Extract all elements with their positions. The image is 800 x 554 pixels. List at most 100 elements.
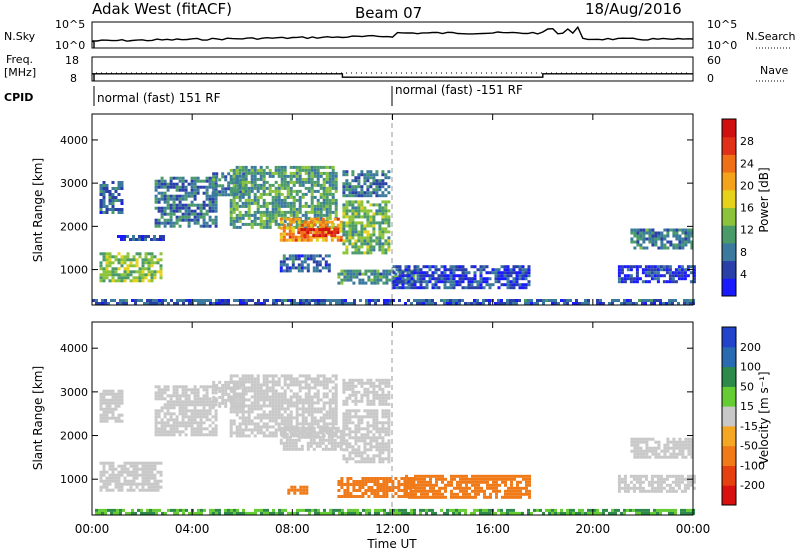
- data-cell: [387, 230, 391, 234]
- data-cell: [387, 215, 391, 219]
- data-cell: [172, 176, 176, 180]
- data-cell: [160, 185, 164, 189]
- data-cell: [291, 426, 295, 430]
- data-cell: [288, 223, 292, 227]
- data-cell: [294, 444, 298, 448]
- data-cell: [202, 221, 206, 225]
- data-cell: [467, 277, 471, 281]
- data-cell: [344, 299, 347, 302]
- data-cell: [378, 457, 382, 461]
- data-cell: [229, 207, 233, 211]
- data-cell: [172, 194, 176, 198]
- data-cell: [229, 168, 233, 172]
- data-cell: [366, 170, 370, 174]
- colorbar-swatch: [722, 189, 736, 208]
- data-cell: [120, 187, 124, 190]
- data-cell: [369, 248, 373, 252]
- data-cell: [328, 177, 332, 181]
- data-cell: [215, 508, 218, 512]
- data-cell: [111, 479, 115, 483]
- data-cell: [265, 413, 269, 417]
- data-cell: [295, 171, 299, 175]
- data-cell: [521, 277, 525, 281]
- noise-right-label: N.Search: [746, 30, 796, 43]
- data-cell: [648, 437, 652, 441]
- data-cell: [265, 404, 269, 408]
- data-cell: [254, 302, 257, 305]
- data-cell: [322, 413, 326, 417]
- data-cell: [635, 274, 639, 278]
- data-cell: [321, 441, 325, 445]
- data-cell: [184, 179, 188, 183]
- data-cell: [428, 302, 431, 305]
- data-cell: [434, 277, 438, 281]
- data-cell: [102, 398, 106, 402]
- data-cell: [381, 381, 385, 385]
- data-cell: [330, 235, 334, 239]
- data-cell: [280, 392, 284, 396]
- data-cell: [494, 274, 498, 278]
- data-cell: [675, 243, 679, 247]
- data-cell: [687, 234, 691, 238]
- data-cell: [666, 246, 670, 250]
- data-cell: [440, 299, 443, 302]
- data-cell: [169, 194, 173, 198]
- data-cell: [376, 275, 380, 279]
- data-cell: [648, 240, 652, 244]
- data-cell: [147, 470, 151, 474]
- data-cell: [211, 209, 215, 213]
- data-cell: [157, 385, 161, 389]
- data-cell: [375, 194, 379, 198]
- data-cell: [357, 436, 361, 440]
- data-cell: [221, 190, 225, 194]
- data-cell: [256, 171, 260, 175]
- data-cell: [345, 402, 349, 406]
- data-cell: [167, 302, 170, 305]
- data-cell: [476, 286, 480, 290]
- data-cell: [645, 228, 649, 232]
- data-cell: [686, 483, 690, 487]
- data-cell: [444, 483, 447, 487]
- data-cell: [473, 277, 477, 281]
- data-cell: [620, 486, 624, 490]
- data-cell: [674, 489, 678, 493]
- data-cell: [279, 263, 283, 267]
- data-cell: [345, 236, 349, 240]
- data-cell: [108, 476, 112, 480]
- data-cell: [194, 511, 197, 515]
- data-cell: [277, 395, 281, 399]
- data-cell: [286, 195, 290, 199]
- data-cell: [336, 435, 340, 439]
- data-cell: [503, 265, 507, 269]
- colorbar-swatch: [722, 136, 736, 155]
- data-cell: [295, 207, 299, 211]
- data-cell: [319, 174, 323, 178]
- data-cell: [308, 299, 311, 302]
- data-cell: [465, 480, 468, 484]
- data-cell: [644, 299, 647, 302]
- data-cell: [170, 508, 173, 512]
- data-cell: [656, 277, 660, 281]
- noise-left-tick-bottom: 10^0: [55, 39, 85, 52]
- data-cell: [459, 477, 462, 481]
- data-cell: [244, 198, 248, 202]
- data-cell: [417, 483, 420, 487]
- data-cell: [680, 274, 684, 278]
- data-cell: [341, 302, 344, 305]
- data-cell: [144, 461, 148, 465]
- data-cell: [369, 381, 373, 385]
- data-cell: [343, 275, 347, 279]
- data-cell: [196, 215, 200, 219]
- data-cell: [280, 395, 284, 399]
- data-cell: [374, 511, 377, 515]
- data-cell: [262, 192, 266, 196]
- data-cell: [400, 477, 404, 480]
- data-cell: [277, 225, 281, 229]
- data-cell: [398, 511, 401, 515]
- data-cell: [687, 237, 691, 241]
- data-cell: [312, 441, 316, 445]
- data-cell: [309, 429, 313, 433]
- data-cell: [99, 190, 103, 193]
- data-cell: [157, 191, 161, 195]
- data-cell: [212, 184, 216, 188]
